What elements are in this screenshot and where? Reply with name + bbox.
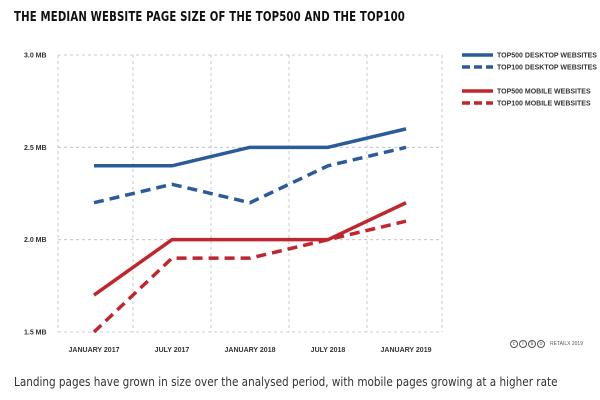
x-tick-label: JANUARY 2019 — [381, 347, 432, 354]
legend-label: TOP100 MOBILE WEBSITES — [497, 101, 591, 108]
y-tick-label: 2.0 MB — [24, 237, 47, 244]
chart-caption: Landing pages have grown in size over th… — [14, 375, 558, 389]
x-tick-label: JANUARY 2018 — [225, 347, 276, 354]
legend: TOP500 DESKTOP WEBSITES TOP100 DESKTOP WE… — [462, 53, 597, 108]
y-tick-label: 2.5 MB — [24, 145, 47, 152]
legend-label: TOP500 MOBILE WEBSITES — [497, 89, 591, 96]
x-tick-label: JANUARY 2017 — [69, 347, 120, 354]
x-tick-label: JULY 2018 — [311, 347, 346, 354]
chart-title: THE MEDIAN WEBSITE PAGE SIZE OF THE TOP5… — [14, 10, 406, 25]
series-line — [93, 145, 407, 205]
nc-icon: $ — [528, 340, 536, 348]
y-tick-label: 1.5 MB — [24, 330, 47, 337]
axis-tick-labels: 3.0 MB 2.5 MB 2.0 MB 1.5 MB JANUARY 2017 JULY… — [24, 53, 432, 355]
license-credit: c i $ o RETAILX 2019 — [510, 340, 583, 348]
grid — [57, 54, 443, 333]
series-line — [94, 127, 407, 168]
y-tick-label: 3.0 MB — [24, 53, 47, 60]
line-chart: 3.0 MB 2.5 MB 2.0 MB 1.5 MB JANUARY 2017 JULY… — [24, 53, 597, 355]
credit-text: RETAILX 2019 — [550, 341, 583, 347]
cc-icon: c — [510, 340, 518, 348]
legend-label: TOP500 DESKTOP WEBSITES — [497, 53, 597, 60]
x-tick-label: JULY 2017 — [155, 347, 190, 354]
by-icon: i — [519, 340, 527, 348]
series-line — [92, 219, 407, 334]
series-line — [92, 201, 407, 297]
series-lines — [92, 127, 407, 334]
legend-label: TOP100 DESKTOP WEBSITES — [497, 65, 597, 72]
sa-icon: o — [537, 340, 545, 348]
